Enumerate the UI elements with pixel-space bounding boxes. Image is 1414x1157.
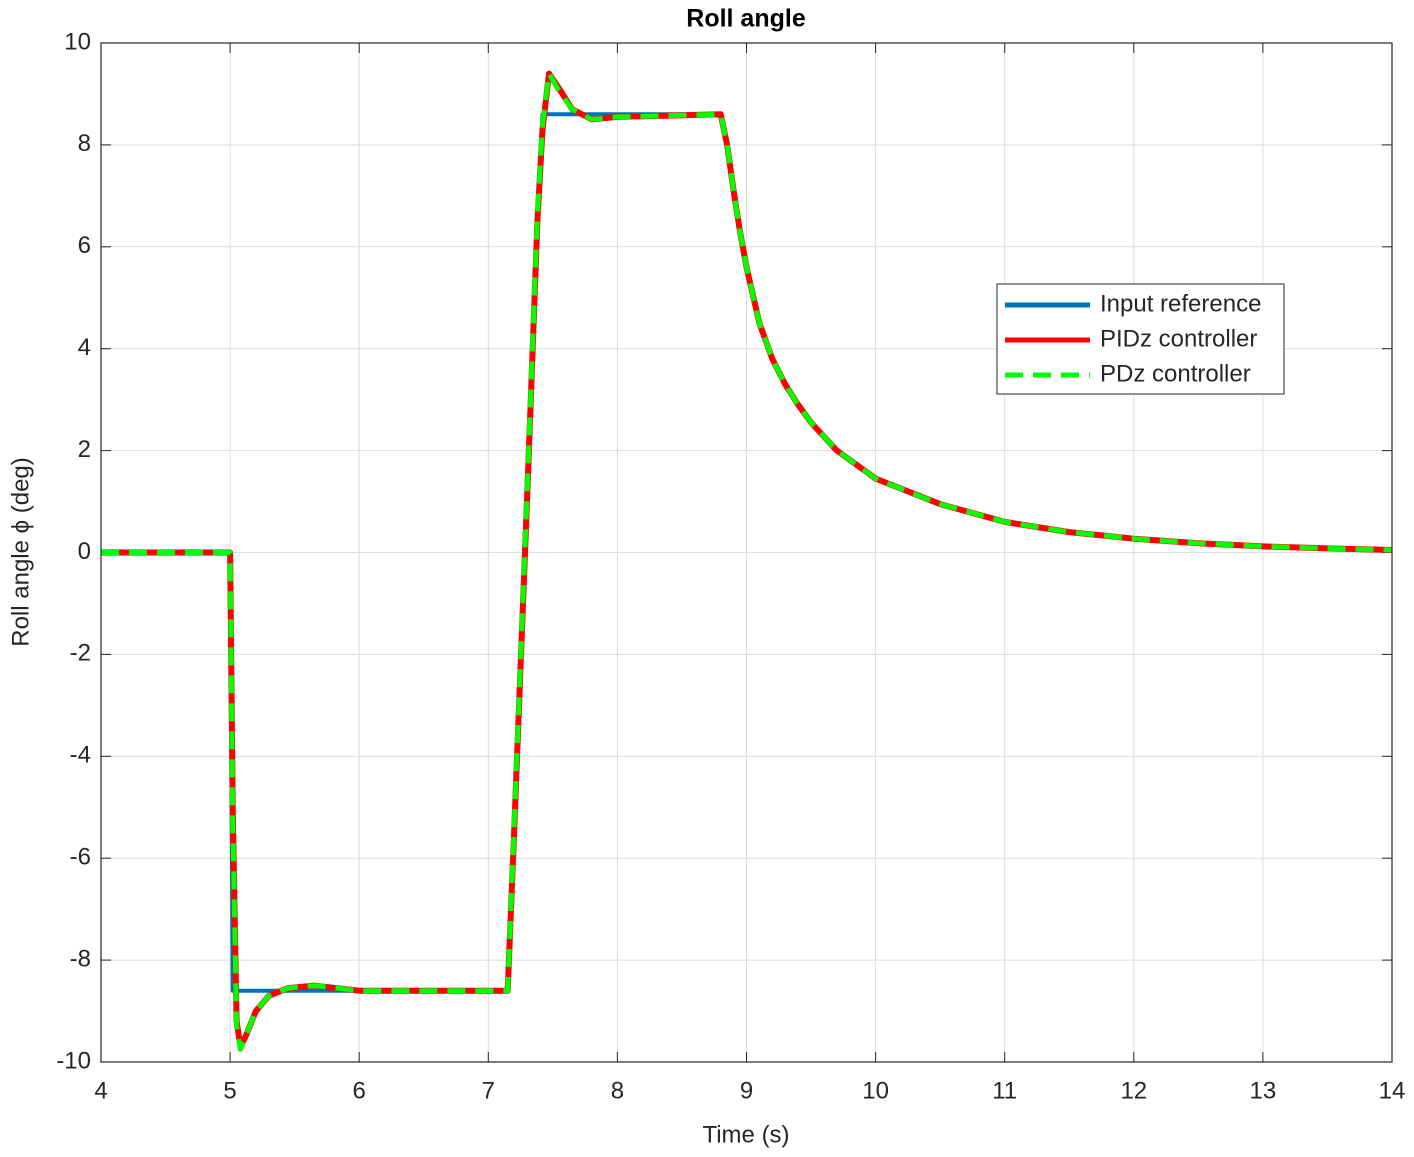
y-tick-label: 4 [78, 334, 91, 361]
y-tick-label: 10 [64, 28, 91, 55]
x-tick-label: 10 [862, 1077, 889, 1104]
x-tick-label: 5 [223, 1077, 236, 1104]
legend-label: PDz controller [1100, 360, 1251, 387]
y-tick-label: 6 [78, 232, 91, 259]
plot-frame [100, 42, 1393, 1063]
y-axis-label: Roll angle ϕ (deg) [7, 457, 34, 647]
legend-label: PIDz controller [1100, 325, 1257, 352]
y-tick-label: 0 [78, 538, 91, 565]
legend-label: Input reference [1100, 290, 1261, 317]
y-tick-label: 8 [78, 130, 91, 157]
y-tick-label: -6 [70, 844, 91, 871]
x-axis-label: Time (s) [702, 1121, 789, 1148]
y-tick-label: -2 [70, 640, 91, 667]
y-tick-label: 2 [78, 436, 91, 463]
x-tick-label: 11 [992, 1077, 1017, 1104]
y-tick-label: -10 [56, 1047, 91, 1074]
y-tick-label: -4 [70, 742, 91, 769]
x-tick-label: 7 [482, 1077, 495, 1104]
y-tick-label: -8 [70, 945, 91, 972]
x-tick-label: 13 [1250, 1077, 1277, 1104]
x-tick-label: 12 [1120, 1077, 1147, 1104]
x-tick-label: 14 [1379, 1077, 1406, 1104]
x-tick-label: 9 [740, 1077, 753, 1104]
chart-title: Roll angle [686, 5, 806, 33]
x-tick-label: 8 [611, 1077, 624, 1104]
legend: Input reference PIDz controller PDz contro… [996, 283, 1285, 395]
series-line [101, 71, 1393, 1052]
x-tick-label: 6 [353, 1077, 366, 1104]
x-tick-label: 4 [94, 1077, 107, 1104]
